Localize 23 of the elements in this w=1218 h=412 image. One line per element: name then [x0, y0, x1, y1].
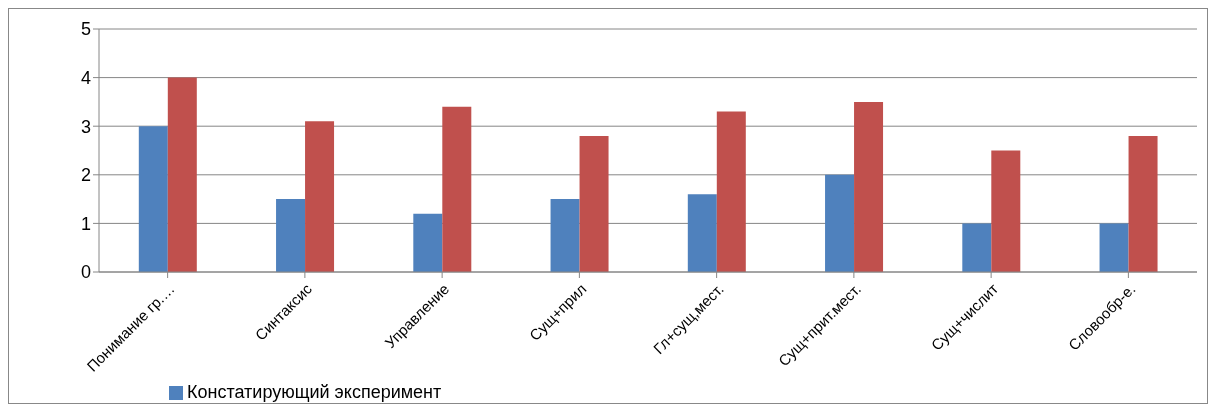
bar	[579, 135, 609, 272]
bar	[1099, 223, 1129, 272]
y-tick-label: 0	[80, 262, 91, 283]
bar	[991, 150, 1021, 272]
y-tick-label: 3	[80, 116, 91, 137]
y-tick-label: 2	[80, 165, 91, 186]
bar	[413, 213, 443, 272]
y-tick-label: 5	[80, 19, 91, 40]
bar	[962, 223, 992, 272]
bar	[138, 126, 168, 272]
bar	[825, 174, 855, 272]
bar	[442, 106, 472, 272]
bar	[1128, 135, 1158, 272]
bar	[687, 194, 717, 272]
y-tick-label: 1	[80, 213, 91, 234]
legend-label: Констатирующий эксперимент	[187, 382, 442, 402]
bar	[854, 101, 884, 272]
bar	[550, 199, 580, 272]
bar	[716, 111, 746, 272]
y-tick-label: 4	[80, 67, 91, 88]
bar	[167, 77, 197, 272]
bar	[276, 199, 306, 272]
bar	[305, 121, 335, 272]
